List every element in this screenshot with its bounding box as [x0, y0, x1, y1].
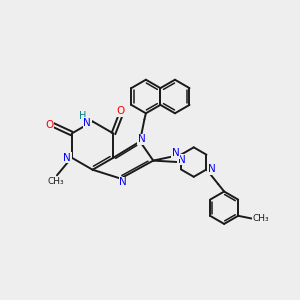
- Text: H: H: [80, 110, 87, 121]
- Text: O: O: [46, 120, 54, 130]
- Text: N: N: [119, 177, 127, 187]
- Text: N: N: [63, 153, 71, 163]
- Text: N: N: [178, 155, 186, 165]
- Text: N: N: [172, 148, 180, 158]
- Text: O: O: [117, 106, 125, 116]
- Text: N: N: [208, 164, 216, 174]
- Text: CH₃: CH₃: [253, 214, 269, 223]
- Text: N: N: [138, 134, 145, 144]
- Text: CH₃: CH₃: [47, 177, 64, 186]
- Text: N: N: [83, 118, 91, 128]
